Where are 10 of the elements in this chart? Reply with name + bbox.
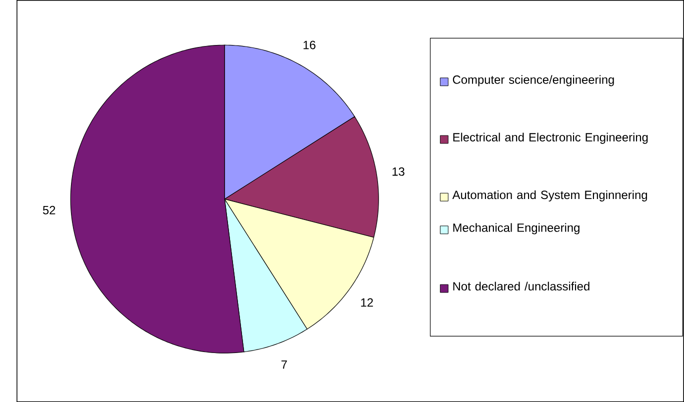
legend-label: Computer science/engineering xyxy=(452,75,614,86)
data-label: 16 xyxy=(304,40,316,50)
data-label: 13 xyxy=(392,167,404,176)
legend-label: Automation and System Enginnering xyxy=(452,190,648,202)
data-label: 7 xyxy=(281,360,287,369)
data-label: 52 xyxy=(42,206,56,214)
data-label: 12 xyxy=(361,298,373,307)
legend-label: Mechanical Engineering xyxy=(453,223,580,234)
legend-label: Electrical and Electronic Engineering xyxy=(453,132,648,144)
legend-label: Not declared /unclassified xyxy=(453,282,590,290)
